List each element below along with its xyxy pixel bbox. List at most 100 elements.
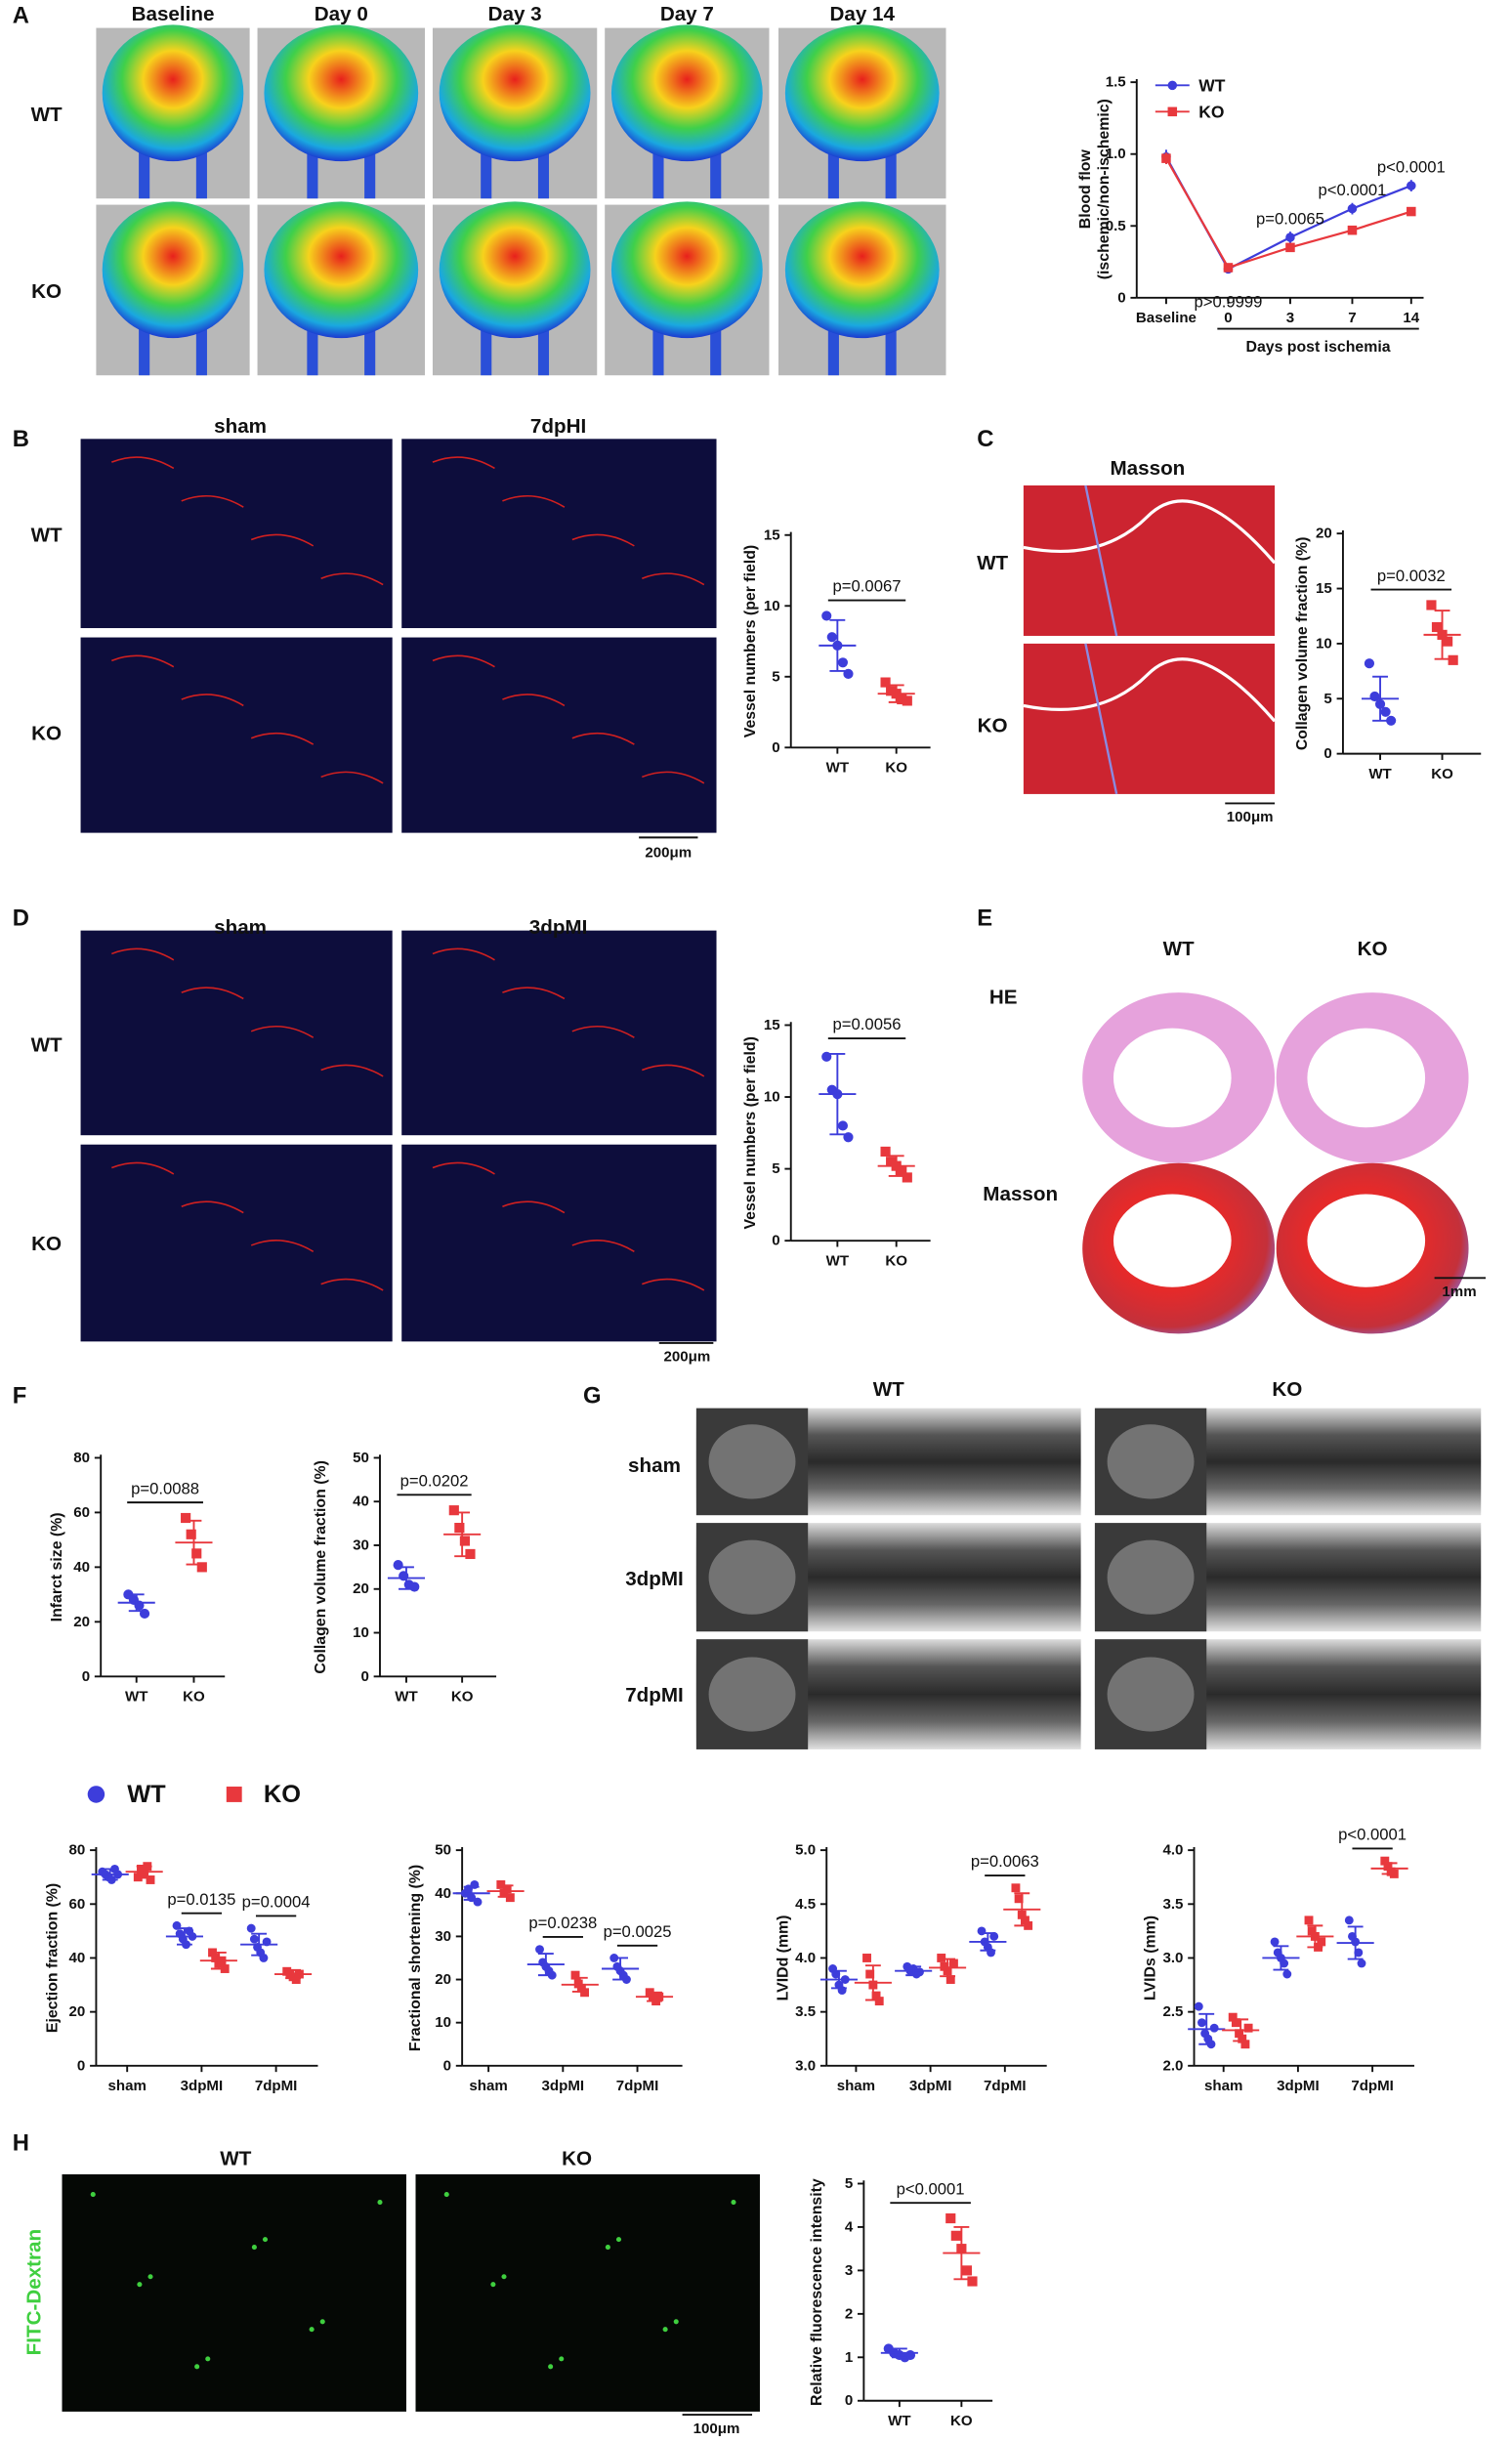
- collagen: [1084, 643, 1118, 795]
- point: [1240, 2040, 1250, 2049]
- point: [1380, 706, 1391, 717]
- vessel: [320, 572, 384, 586]
- x-tick-label: KO: [183, 1688, 205, 1705]
- fluorescence-image: [401, 637, 717, 833]
- y-axis-label: Blood flow: [1077, 149, 1094, 230]
- point: [1209, 2023, 1219, 2033]
- row-label: WT: [31, 1034, 63, 1057]
- p-value: p<0.0001: [1318, 181, 1386, 199]
- point: [862, 1954, 871, 1962]
- row-label: KO: [31, 1233, 62, 1255]
- p-value: p=0.0032: [1377, 567, 1446, 585]
- point: [1011, 1883, 1021, 1893]
- y-tick-label: 1.5: [1106, 74, 1126, 91]
- vessel: [181, 987, 244, 1000]
- leg: [139, 289, 150, 376]
- x-tick-label: KO: [451, 1688, 474, 1705]
- thermal-body: [784, 201, 940, 339]
- y-tick-label: 5.0: [795, 1842, 816, 1859]
- panel-letter: C: [977, 426, 993, 452]
- lumen: [1113, 1028, 1232, 1128]
- x-tick-label: WT: [125, 1688, 148, 1705]
- y-tick-label: 4.5: [795, 1896, 816, 1913]
- fitc-spot: [377, 2199, 383, 2206]
- lumen: [1307, 1194, 1426, 1287]
- point: [186, 1529, 196, 1539]
- row-label: HE: [989, 986, 1018, 1008]
- scale-label: 100μm: [693, 2421, 740, 2437]
- x-tick-label: 0: [1224, 310, 1232, 326]
- point: [880, 1146, 891, 1158]
- p-value: p<0.0001: [1377, 158, 1446, 177]
- y-tick-label: 2: [845, 2305, 853, 2322]
- point: [1304, 1916, 1314, 1925]
- y-axis-label: (ischemic/non-ischemic): [1096, 99, 1113, 279]
- point: [465, 1548, 476, 1560]
- point: [948, 1958, 958, 1968]
- point: [902, 695, 912, 706]
- fitc-spot: [90, 2192, 96, 2198]
- point: [874, 1997, 884, 2006]
- point: [1285, 242, 1295, 253]
- point: [880, 677, 891, 688]
- y-tick-label: 0: [772, 1233, 779, 1249]
- x-tick-label: WT: [888, 2413, 911, 2429]
- fitc-spot: [548, 2364, 554, 2370]
- row-label: 3dpMI: [625, 1568, 684, 1590]
- point: [897, 694, 907, 705]
- panel-letter: G: [583, 1382, 602, 1409]
- vessel: [642, 771, 705, 784]
- point: [826, 632, 837, 643]
- vessel: [111, 654, 175, 668]
- point: [902, 1172, 912, 1183]
- echo-heart: [708, 1424, 796, 1499]
- x-tick-label: 3: [1286, 310, 1294, 326]
- legend-label: KO: [1198, 102, 1224, 121]
- echo-heart: [1107, 1657, 1195, 1732]
- point: [1443, 636, 1453, 647]
- y-tick-label: 2.0: [1162, 2057, 1183, 2074]
- y-tick-label: 50: [435, 1842, 451, 1859]
- row-label: WT: [31, 104, 63, 126]
- y-axis-label: LVIDd (mm): [775, 1916, 791, 2001]
- y-tick-label: 1: [845, 2349, 853, 2366]
- fitc-spot: [319, 2319, 325, 2325]
- vessel: [432, 947, 495, 961]
- column-label: Day 7: [660, 3, 714, 25]
- point: [1386, 715, 1397, 726]
- point: [904, 2349, 916, 2361]
- vessel: [502, 987, 566, 1000]
- legend-marker: [1167, 80, 1178, 91]
- column-label: Day 0: [315, 3, 368, 25]
- y-tick-label: 50: [353, 1450, 369, 1466]
- point: [1347, 225, 1358, 235]
- x-tick-label: WT: [826, 1252, 850, 1269]
- row-label: 7dpMI: [625, 1684, 684, 1706]
- vessel: [111, 456, 175, 470]
- y-tick-label: 5: [772, 668, 779, 685]
- x-tick-label: 3dpMI: [181, 2078, 224, 2094]
- x-tick-label: sham: [837, 2078, 875, 2094]
- y-tick-label: 20: [353, 1580, 369, 1597]
- leg: [195, 289, 207, 376]
- vessel: [502, 694, 566, 707]
- y-tick-label: 20: [1316, 526, 1332, 542]
- column-label: sham: [214, 916, 267, 939]
- point: [1228, 2012, 1238, 2022]
- y-tick-label: 0.5: [1106, 218, 1126, 234]
- vessel: [250, 732, 315, 745]
- x-tick-label: KO: [950, 2413, 973, 2429]
- y-tick-label: 30: [435, 1928, 451, 1945]
- panel-letter: D: [13, 905, 29, 931]
- x-tick-label: 7: [1348, 310, 1356, 326]
- x-tick-label: 14: [1403, 310, 1419, 326]
- column-label: WT: [220, 2148, 251, 2170]
- point: [1426, 600, 1437, 610]
- scale-label: 200μm: [645, 845, 692, 862]
- fitc-spot: [262, 2237, 269, 2243]
- point: [1407, 206, 1416, 217]
- x-tick-label: Baseline: [1136, 310, 1197, 326]
- point: [1161, 153, 1171, 163]
- vessel: [502, 495, 566, 508]
- y-axis-label: Vessel numbers (per field): [742, 545, 759, 737]
